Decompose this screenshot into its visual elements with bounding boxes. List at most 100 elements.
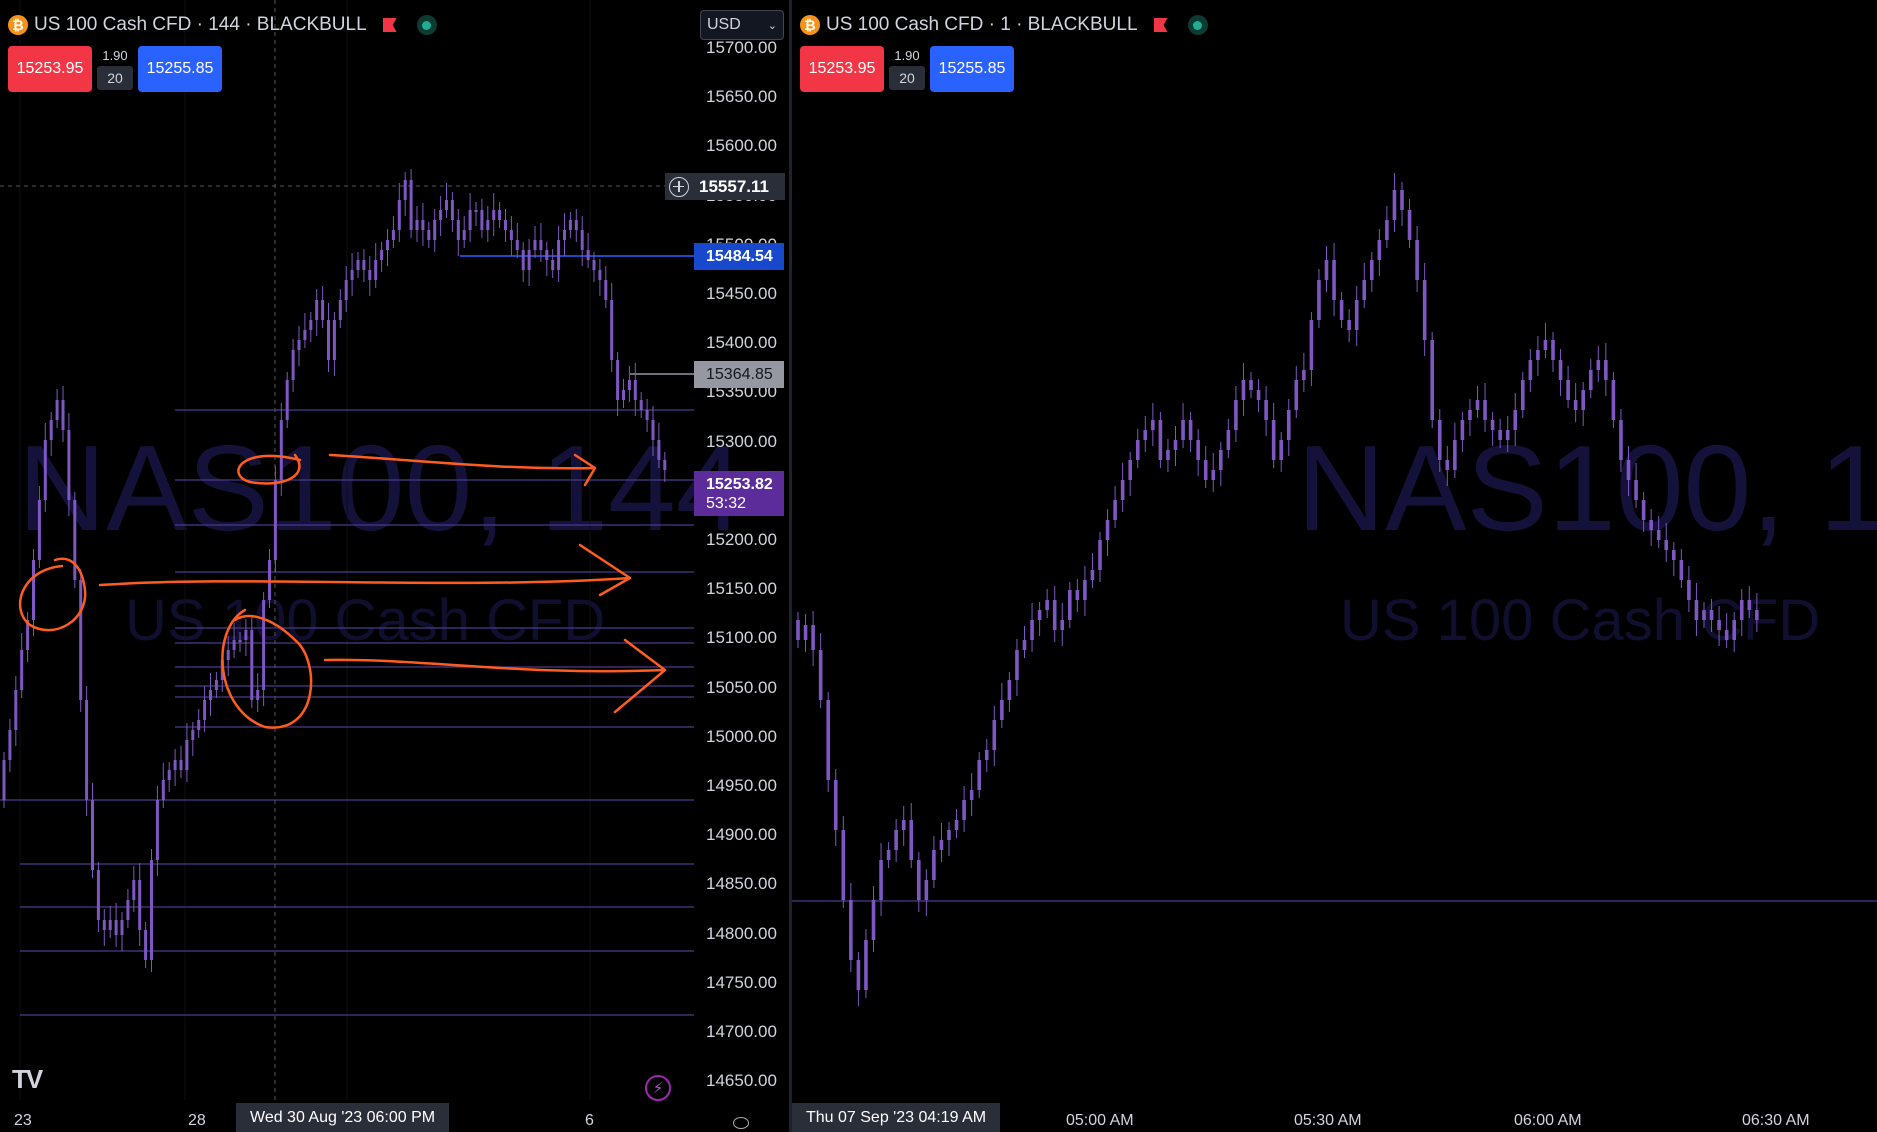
price-label: 15400.00 xyxy=(706,333,777,353)
candle-body xyxy=(1543,340,1548,350)
symbol-title[interactable]: US 100 Cash CFD · 1 · BLACKBULL xyxy=(826,14,1138,35)
quantity-field[interactable]: 20 xyxy=(889,66,925,90)
chart-pane-right[interactable]: NAS100, 1 US 100 Cash CFD ₿ US 100 Cash C… xyxy=(792,0,1877,1132)
candle-body xyxy=(551,260,555,270)
crosshair-price-tag[interactable]: 15557.11 xyxy=(665,173,785,200)
eye-icon[interactable] xyxy=(733,1117,749,1129)
watermark-name: US 100 Cash CFD xyxy=(125,588,605,653)
crosshair-price: 15557.11 xyxy=(699,176,769,196)
candle-body xyxy=(114,920,118,935)
flag-icon[interactable] xyxy=(383,18,397,32)
candle-body xyxy=(415,220,419,230)
candle-body xyxy=(43,440,47,500)
candle-body xyxy=(55,400,59,420)
candle-body xyxy=(1354,300,1359,330)
candle-body xyxy=(450,200,454,220)
candle-body xyxy=(214,680,218,690)
candle-body xyxy=(262,600,266,690)
candle-body xyxy=(586,250,590,260)
candle-body xyxy=(633,380,637,400)
candle-body xyxy=(886,850,891,860)
candle-body xyxy=(1339,300,1344,320)
candle-body xyxy=(1619,420,1623,460)
candle-body xyxy=(849,900,853,960)
candle-body xyxy=(947,830,951,840)
add-alert-icon[interactable] xyxy=(669,176,689,197)
chart-canvas-left[interactable]: NAS100, 144 US 100 Cash CFD xyxy=(0,0,789,1132)
candle-body xyxy=(167,770,171,780)
flag-icon[interactable] xyxy=(1154,18,1168,32)
candle-body xyxy=(1656,530,1661,540)
candle-body xyxy=(1536,350,1540,360)
candle-body xyxy=(1105,520,1110,540)
currency-select[interactable]: USD ⌄ xyxy=(700,10,784,40)
candle-body xyxy=(1558,360,1563,380)
candle-body xyxy=(818,650,823,700)
pane-divider[interactable] xyxy=(789,0,792,1132)
candle-body xyxy=(622,390,625,400)
chart-canvas-right[interactable]: NAS100, 1 US 100 Cash CFD xyxy=(792,0,1877,1132)
candle-body xyxy=(374,260,378,280)
candle-body xyxy=(203,700,207,720)
time-label: 05:00 AM xyxy=(1066,1112,1134,1129)
candle-body xyxy=(1566,380,1570,400)
candle-body xyxy=(132,880,136,900)
candle-body xyxy=(85,700,89,800)
price-label: 14800.00 xyxy=(706,923,777,943)
candle-body xyxy=(924,880,929,900)
grey-line-price: 15364.85 xyxy=(706,365,773,383)
candle-body xyxy=(67,430,71,500)
chart-pane-left[interactable]: NAS100, 144 US 100 Cash CFD ₿ US 100 Cash… xyxy=(0,0,789,1132)
candle-body xyxy=(309,320,313,330)
sell-button[interactable]: 15253.95 xyxy=(8,46,92,92)
candle-body xyxy=(462,230,466,240)
candle-body xyxy=(1596,360,1601,370)
candle-body xyxy=(480,210,484,230)
buy-button[interactable]: 15255.85 xyxy=(930,46,1014,92)
candle-body xyxy=(37,500,41,560)
candle-body xyxy=(268,560,271,600)
candle-body xyxy=(73,500,77,580)
tradingview-logo[interactable]: TV xyxy=(12,1064,43,1094)
candle-body xyxy=(992,720,997,750)
buy-button[interactable]: 15255.85 xyxy=(138,46,222,92)
candle-body xyxy=(1407,210,1412,240)
candle-body xyxy=(1135,440,1140,460)
quantity-field[interactable]: 20 xyxy=(97,66,133,90)
candle-body xyxy=(1052,600,1057,630)
candle-body xyxy=(226,650,230,660)
candle-body xyxy=(1573,400,1578,410)
symbol-header-left[interactable]: ₿ US 100 Cash CFD · 144 · BLACKBULL xyxy=(8,14,437,36)
bar-countdown: 53:32 xyxy=(706,495,747,512)
candle-body xyxy=(568,220,572,230)
candle-body xyxy=(509,230,513,240)
candle-body xyxy=(433,220,437,240)
market-status-icon xyxy=(1187,15,1208,35)
candle-body xyxy=(368,270,372,280)
candle-body xyxy=(1528,360,1533,380)
candle-body xyxy=(909,820,914,860)
candle-body xyxy=(191,730,195,740)
candle-body xyxy=(1385,220,1389,240)
candle-body xyxy=(256,690,260,700)
candle-body xyxy=(79,580,83,700)
lightning-icon[interactable]: ⚡ xyxy=(645,1075,671,1101)
price-label: 14750.00 xyxy=(706,972,777,992)
candle-body xyxy=(1120,480,1125,500)
price-label: 14950.00 xyxy=(706,776,777,795)
candle-body xyxy=(574,220,578,230)
current-price: 15253.82 xyxy=(706,476,773,493)
candle-body xyxy=(1060,620,1065,630)
bitcoin-icon: ₿ xyxy=(8,15,28,35)
price-label: 15200.00 xyxy=(706,530,777,549)
candle-body xyxy=(1415,240,1419,280)
candle-body xyxy=(977,760,981,790)
symbol-title[interactable]: US 100 Cash CFD · 144 · BLACKBULL xyxy=(34,14,367,35)
candle-body xyxy=(403,180,407,200)
candle-body xyxy=(1332,260,1336,300)
candle-body xyxy=(1264,400,1268,420)
candle-body xyxy=(1679,560,1684,580)
candle-body xyxy=(173,760,177,770)
sell-button[interactable]: 15253.95 xyxy=(800,46,884,92)
symbol-header-right[interactable]: ₿ US 100 Cash CFD · 1 · BLACKBULL xyxy=(800,14,1208,36)
